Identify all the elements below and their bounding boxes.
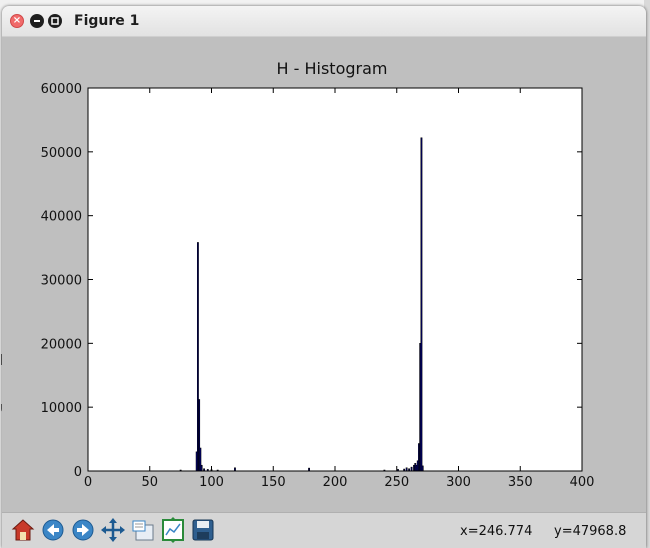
- x-tick-label: 300: [446, 475, 471, 490]
- save-floppy-icon: [192, 519, 214, 541]
- close-button[interactable]: ×: [10, 14, 24, 28]
- x-tick-label: 150: [261, 475, 286, 490]
- y-tick-label: 50000: [41, 146, 82, 161]
- figure-window: × Figure 1 H - Histogram 0 50 100 150 200 250…: [2, 6, 646, 548]
- histogram-bar: [420, 137, 423, 472]
- y-tick-label: 30000: [41, 274, 82, 289]
- minimize-button[interactable]: [30, 14, 44, 28]
- zoom-button[interactable]: [130, 517, 156, 543]
- zoom-rect-icon: [132, 520, 154, 541]
- forward-arrow-icon: [72, 519, 94, 541]
- navigation-toolbar: x=246.774 y=47968.8: [2, 512, 646, 548]
- pan-move-icon: [101, 518, 125, 542]
- maximize-button[interactable]: [48, 14, 62, 28]
- y-coordinate-readout: y=47968.8: [554, 524, 627, 539]
- x-tick-label: 350: [508, 475, 533, 490]
- y-tick-label: 0: [74, 465, 82, 480]
- configure-subplots-button[interactable]: [160, 517, 186, 543]
- figure-canvas[interactable]: H - Histogram 0 50 100 150 200 250 300 350 400 0 1…: [2, 37, 646, 509]
- home-icon: [11, 519, 35, 541]
- y-tick-label: 10000: [41, 401, 82, 416]
- x-tick-label: 0: [84, 475, 92, 490]
- plot-title: H - Histogram: [276, 59, 388, 78]
- window-title: Figure 1: [74, 13, 140, 29]
- x-tick-label: 400: [570, 475, 595, 490]
- plot-area: [88, 88, 582, 471]
- maximize-icon: [51, 17, 59, 25]
- histogram-bar: [200, 464, 203, 472]
- y-tick-label: 40000: [41, 210, 82, 225]
- x-tick-label: 250: [384, 475, 409, 490]
- minimize-icon: [34, 20, 40, 22]
- background-window-edge: [0, 0, 650, 8]
- x-tick-label: 100: [199, 475, 224, 490]
- x-coordinate-readout: x=246.774: [460, 524, 533, 539]
- back-button[interactable]: [40, 517, 66, 543]
- histogram-bar: [410, 466, 413, 472]
- save-button[interactable]: [190, 517, 216, 543]
- histogram-bar: [421, 465, 424, 472]
- histogram-chart[interactable]: 0 50 100 150 200 250 300 350 400 0 10000 20000 30000…: [2, 37, 646, 509]
- background-window-strip: [644, 0, 650, 548]
- pan-button[interactable]: [100, 517, 126, 543]
- y-tick-label: 60000: [41, 82, 82, 97]
- y-tick-label: 20000: [41, 337, 82, 352]
- x-tick-label: 200: [323, 475, 348, 490]
- forward-button[interactable]: [70, 517, 96, 543]
- configure-subplots-icon: [162, 517, 184, 543]
- home-button[interactable]: [10, 517, 36, 543]
- x-tick-label: 50: [141, 475, 158, 490]
- back-arrow-icon: [42, 519, 64, 541]
- window-titlebar[interactable]: × Figure 1: [2, 6, 646, 37]
